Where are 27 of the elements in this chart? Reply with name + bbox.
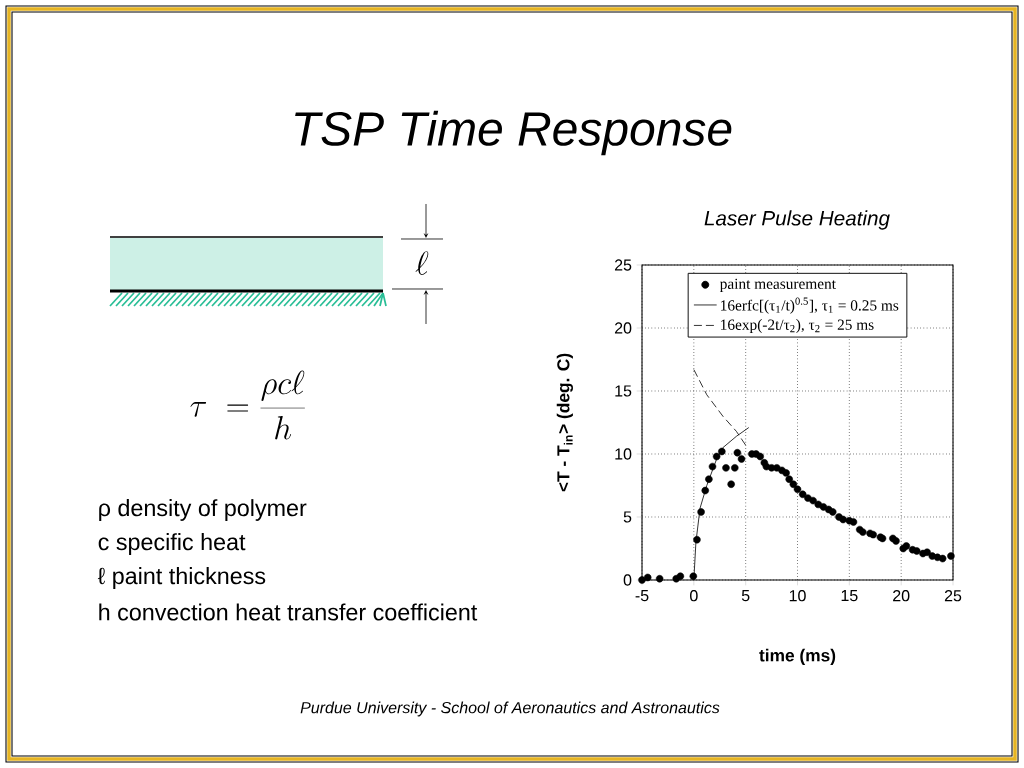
y-tick-label: 25 bbox=[614, 259, 632, 271]
x-tick-label: 20 bbox=[893, 590, 910, 602]
chart-subtitle: Laser Pulse Heating bbox=[704, 210, 890, 230]
x-tick-label: 25 bbox=[944, 590, 962, 602]
x-tick-label: 15 bbox=[841, 590, 858, 602]
y-tick-label: 0 bbox=[623, 574, 632, 586]
text: Purdue University - School of Aeronautics and Astronautics bbox=[300, 701, 720, 717]
y-tick-label: 5 bbox=[623, 511, 632, 523]
text: ℓ paint thickness bbox=[97, 567, 266, 589]
x-tick-label: -5 bbox=[635, 590, 649, 602]
x-tick-label: 10 bbox=[789, 590, 806, 602]
y-tick-label: 15 bbox=[615, 385, 632, 397]
text: ρ density of polymer bbox=[99, 499, 307, 521]
text: c specific heat bbox=[98, 533, 246, 555]
legend-label: 16erfc[(τ$_{1}$/t)$^{0.5}$], τ$_{1}$ = 0.25 ms bbox=[721, 297, 899, 314]
x-axis-title: time (ms) bbox=[759, 648, 836, 665]
y-axis-title: <T - T$_{in}$> (deg. C) bbox=[556, 353, 573, 492]
y-tick-label: 20 bbox=[614, 322, 632, 334]
y-tick-label: 10 bbox=[615, 448, 632, 460]
text: $\ell$ bbox=[415, 251, 429, 275]
text: h convection heat transfer coefficient bbox=[99, 603, 478, 621]
chart-title: TSP Time Response bbox=[295, 110, 732, 156]
text: $\tau\;=\frac{\rho c\ell}{h}$ bbox=[190, 370, 305, 440]
x-tick-label: 5 bbox=[741, 590, 750, 602]
x-tick-label: 0 bbox=[690, 590, 698, 602]
legend-label: paint measurement bbox=[719, 278, 836, 293]
legend-label: 16exp(-2t/τ$_{2}$), τ$_{2}$ = 25 ms bbox=[721, 319, 874, 333]
